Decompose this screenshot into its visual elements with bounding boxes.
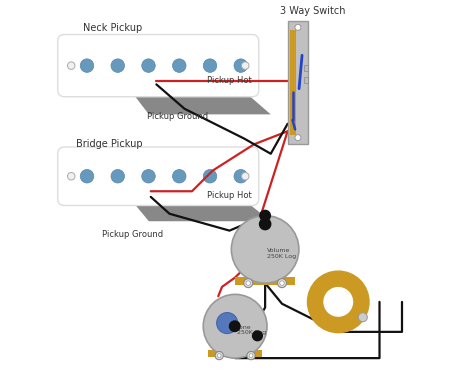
Circle shape xyxy=(203,170,217,183)
Circle shape xyxy=(295,24,301,30)
Bar xyxy=(235,278,295,285)
Circle shape xyxy=(253,331,262,340)
Circle shape xyxy=(67,62,75,69)
Circle shape xyxy=(259,218,271,229)
Circle shape xyxy=(173,59,186,72)
Circle shape xyxy=(244,279,253,288)
Bar xyxy=(288,21,308,144)
Text: 3 Way Switch: 3 Way Switch xyxy=(280,6,346,15)
Text: Volume
250K Log: Volume 250K Log xyxy=(267,248,296,258)
Text: Neck Pickup: Neck Pickup xyxy=(83,23,143,33)
Circle shape xyxy=(173,170,186,183)
Circle shape xyxy=(247,351,255,360)
Circle shape xyxy=(111,59,125,72)
FancyBboxPatch shape xyxy=(58,147,259,206)
Circle shape xyxy=(217,354,221,357)
Circle shape xyxy=(277,279,286,288)
Circle shape xyxy=(215,351,223,360)
Circle shape xyxy=(358,313,367,322)
Circle shape xyxy=(324,288,353,316)
Circle shape xyxy=(308,271,369,333)
Polygon shape xyxy=(130,199,271,221)
Text: Pickup Ground: Pickup Ground xyxy=(147,112,208,121)
Circle shape xyxy=(234,170,247,183)
Circle shape xyxy=(249,354,253,357)
Text: Pickup Hot: Pickup Hot xyxy=(207,76,252,85)
Circle shape xyxy=(217,313,237,334)
Circle shape xyxy=(260,210,270,221)
Circle shape xyxy=(246,281,250,285)
Circle shape xyxy=(111,170,125,183)
Circle shape xyxy=(203,294,267,358)
Bar xyxy=(304,77,308,83)
Circle shape xyxy=(67,172,75,180)
Polygon shape xyxy=(130,90,271,114)
Circle shape xyxy=(142,59,155,72)
Circle shape xyxy=(231,216,299,283)
Circle shape xyxy=(241,62,249,69)
Circle shape xyxy=(241,172,249,180)
Circle shape xyxy=(80,59,94,72)
Text: Pickup Ground: Pickup Ground xyxy=(102,230,163,239)
Circle shape xyxy=(295,135,301,141)
Text: Pickup Hot: Pickup Hot xyxy=(207,190,252,200)
Circle shape xyxy=(80,170,94,183)
Circle shape xyxy=(280,281,284,285)
Text: Tone
250K Log: Tone 250K Log xyxy=(237,325,266,335)
FancyBboxPatch shape xyxy=(58,34,259,97)
Circle shape xyxy=(229,321,240,332)
Bar xyxy=(290,30,296,135)
Circle shape xyxy=(142,170,155,183)
Bar xyxy=(304,64,308,70)
Text: Bridge Pickup: Bridge Pickup xyxy=(76,140,142,149)
Circle shape xyxy=(203,59,217,72)
Bar xyxy=(208,350,262,357)
Circle shape xyxy=(234,59,247,72)
